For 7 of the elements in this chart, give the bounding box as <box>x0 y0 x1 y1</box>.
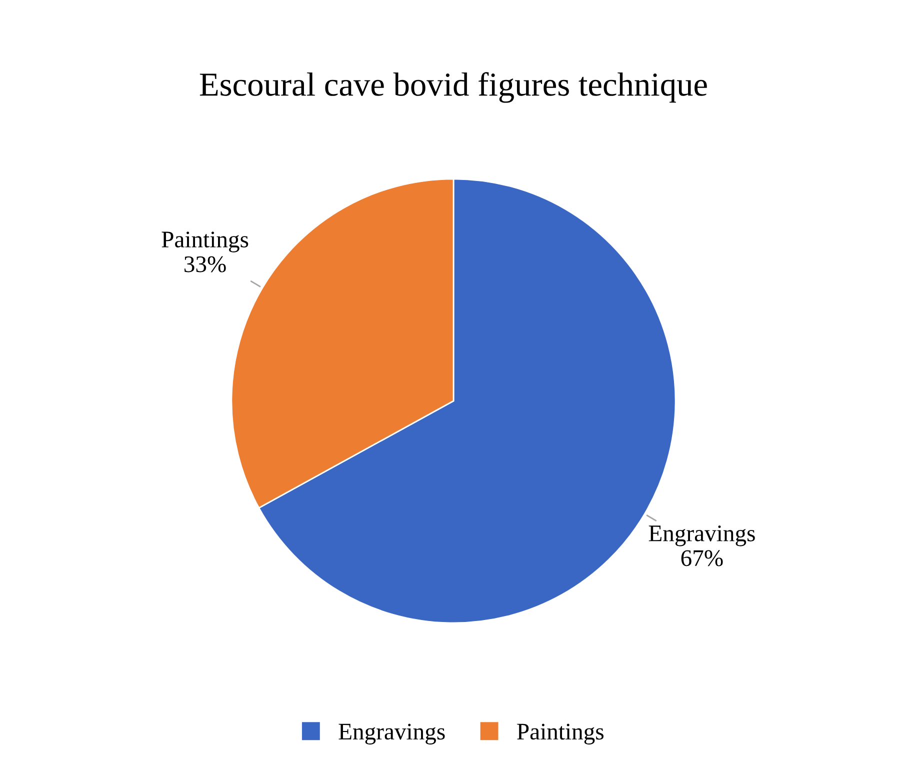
data-label: 33% <box>184 256 226 272</box>
legend-label: Paintings <box>517 724 604 744</box>
slice-label: Engravings <box>648 525 755 546</box>
slice-label: Paintings <box>162 232 248 252</box>
chart-title: Escoural cave bovid figures technique <box>200 72 707 103</box>
data-label: 67% <box>681 550 723 566</box>
legend-label: Engravings <box>338 724 445 744</box>
